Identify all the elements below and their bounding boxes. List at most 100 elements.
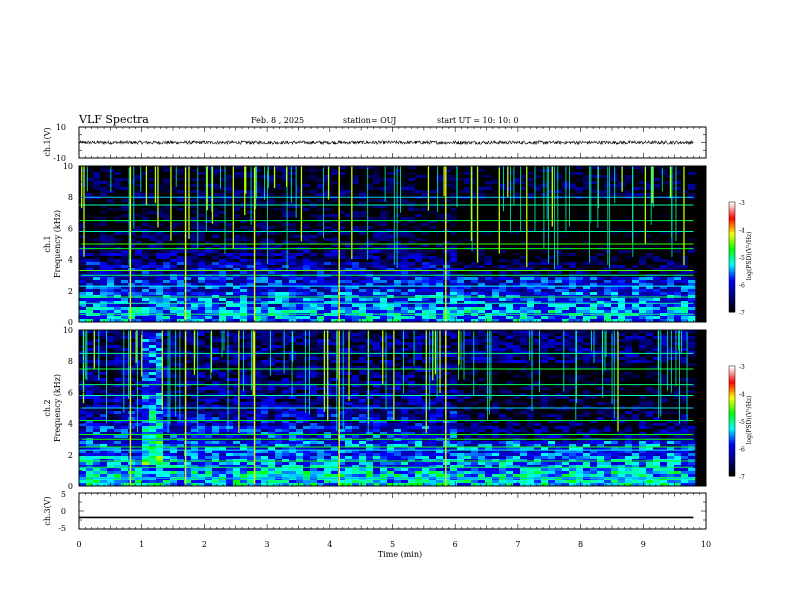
spectrogram-cell — [450, 166, 458, 170]
spectrogram-cell — [226, 241, 234, 245]
spectrogram-cell — [401, 202, 409, 206]
spectrogram-cell — [639, 175, 647, 179]
spectrogram-cell — [618, 262, 626, 266]
spectrogram-cell — [541, 304, 549, 308]
spectrogram-cell — [569, 316, 577, 320]
spectrogram-cell — [583, 199, 591, 203]
spectrogram-cell — [590, 283, 598, 287]
spectrogram-cell — [569, 307, 577, 311]
spectrogram-cell — [443, 307, 451, 311]
spectrogram-cell — [282, 256, 290, 260]
spectrogram-cell — [492, 304, 500, 308]
spectrogram-cell — [639, 256, 647, 260]
spectrogram-cell — [513, 298, 521, 302]
spectrogram-cell — [219, 235, 227, 239]
spectrogram-cell — [240, 229, 248, 233]
spectrogram-cell — [471, 223, 479, 227]
spectrogram-cell — [464, 187, 472, 191]
spectrogram-cell — [457, 316, 465, 320]
spectrogram-cell — [198, 184, 206, 188]
spectrogram-cell — [583, 289, 591, 293]
spectrogram-cell — [485, 268, 493, 272]
spectrogram-cell — [611, 286, 619, 290]
spectrogram-cell — [310, 166, 318, 170]
spectrogram-cell — [492, 214, 500, 218]
spectrogram-cell — [527, 259, 535, 263]
spectrogram-cell — [310, 235, 318, 239]
spectrogram-cell — [184, 190, 192, 194]
spectrogram-cell — [548, 286, 556, 290]
spectrogram-cell — [555, 235, 563, 239]
spectrogram-cell — [261, 307, 269, 311]
spectrogram-cell — [443, 238, 451, 242]
spectrogram-cell — [345, 259, 353, 263]
spectrogram-cell — [520, 175, 528, 179]
spectrogram-cell — [142, 262, 150, 266]
spectrogram-cell — [296, 199, 304, 203]
spectrogram-cell — [674, 202, 682, 206]
spectrogram-cell — [548, 223, 556, 227]
spectrogram-cell — [296, 307, 304, 311]
spectrogram-cell — [233, 172, 241, 176]
spectrogram-cell — [548, 268, 556, 272]
spectrogram-cell — [289, 238, 297, 242]
spectrogram-cell — [156, 199, 164, 203]
spectrogram-cell — [597, 178, 605, 182]
spectrogram-cell — [681, 298, 689, 302]
spectrogram-cell — [128, 193, 136, 197]
spectrogram-cell — [324, 184, 332, 188]
spectrogram-cell — [639, 217, 647, 221]
spectrogram-cell — [198, 316, 206, 320]
spectrogram-cell — [366, 298, 374, 302]
spectrogram-cell — [128, 220, 136, 224]
spectrogram-cell — [268, 235, 276, 239]
spectrogram-cell — [471, 289, 479, 293]
spectrogram-cell — [534, 253, 542, 257]
spectrogram-cell — [317, 205, 325, 209]
spectrogram-cell — [93, 232, 101, 236]
spectrogram-cell — [212, 193, 220, 197]
spectrogram-cell — [100, 232, 108, 236]
spectrogram-cell — [177, 307, 185, 311]
spectrogram-cell — [219, 223, 227, 227]
spectrogram-cell — [149, 172, 157, 176]
spectrogram-cell — [506, 298, 514, 302]
spectrogram-cell — [541, 238, 549, 242]
spectrogram-cell — [394, 199, 402, 203]
spectrogram-cell — [247, 187, 255, 191]
spectrogram-cell — [520, 298, 528, 302]
spectrogram-cell — [471, 187, 479, 191]
spectrogram-cell — [233, 220, 241, 224]
spectrogram-cell — [464, 280, 472, 284]
spectrogram-cell — [471, 226, 479, 230]
spectrogram-cell — [639, 238, 647, 242]
spectrogram-cell — [443, 223, 451, 227]
spectrogram-cell — [443, 178, 451, 182]
spectrogram-cell — [625, 289, 633, 293]
spectrogram-cell — [541, 223, 549, 227]
spectrogram-cell — [282, 232, 290, 236]
spectrogram-cell — [555, 190, 563, 194]
spectrogram-cell — [688, 286, 696, 290]
spectrogram-cell — [331, 238, 339, 242]
spectrogram-cell — [345, 277, 353, 281]
spectrogram-cell — [415, 229, 423, 233]
spectrogram-cell — [646, 172, 654, 176]
spectrogram-cell — [149, 205, 157, 209]
spectrogram-cell — [590, 301, 598, 305]
spectrogram-cell — [555, 181, 563, 185]
spectrogram-cell — [520, 235, 528, 239]
spectrogram-cell — [86, 262, 94, 266]
spectrogram-cell — [191, 316, 199, 320]
spectrogram-cell — [128, 286, 136, 290]
spectrogram-cell — [142, 193, 150, 197]
spectrogram-cell — [373, 238, 381, 242]
spectrogram-cell — [625, 232, 633, 236]
spectrogram-cell — [191, 232, 199, 236]
spectrogram-cell — [247, 316, 255, 320]
spectrogram-cell — [401, 169, 409, 173]
spectrogram-cell — [527, 283, 535, 287]
spectrogram-cell — [429, 175, 437, 179]
spectrogram-cell — [177, 202, 185, 206]
